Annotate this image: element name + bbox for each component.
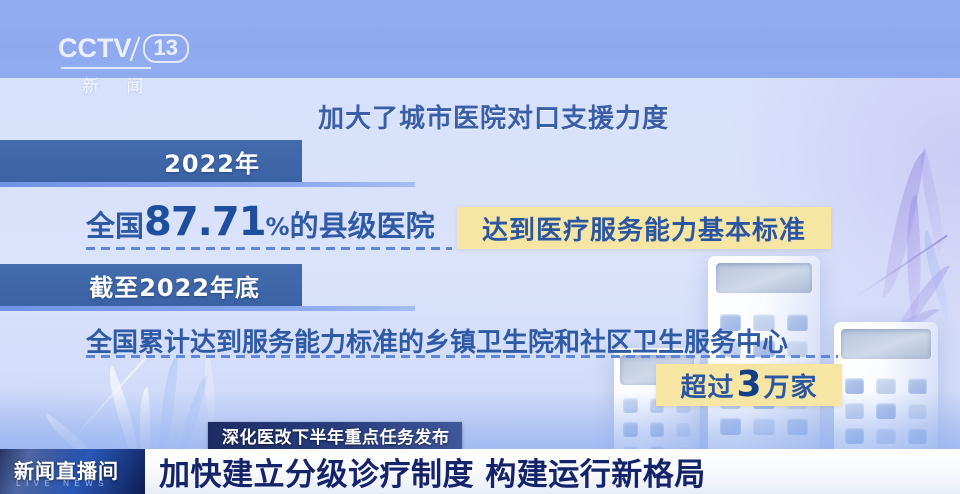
lower-third-main-bar: 新闻直播间 LIVE NEWS 加快建立分级诊疗制度 构建运行新格局 [0, 449, 960, 494]
highlight-chip-service-standard: 达到医疗服务能力基本标准 [457, 207, 831, 249]
cctv-underline [61, 67, 151, 69]
cctv-wordmark: CCTV [58, 33, 132, 63]
program-logo-en: LIVE NEWS [16, 479, 110, 488]
year-banner-end-2022: 截至2022年底 [0, 264, 302, 306]
lower-third-subtitle-banner: 深化医改下半年重点任务发布 [208, 422, 462, 449]
stat1-dashed-underline [86, 247, 452, 250]
lower-third-headline: 加快建立分级诊疗制度 构建运行新格局 [159, 457, 706, 493]
lower-third-subtitle-text: 深化医改下半年重点任务发布 [222, 428, 450, 448]
stat1-suffix: 的县级医院 [289, 208, 435, 243]
chip2-suffix: 万家 [763, 372, 818, 403]
year-banner-rule [0, 182, 415, 187]
highlight-chip-over-30k: 超过 3 万家 [656, 364, 842, 406]
program-logo: 新闻直播间 LIVE NEWS [0, 449, 145, 494]
chip2-number: 3 [736, 364, 762, 405]
stat-line-township-clinics: 全国累计达到服务能力标准的乡镇卫生院和社区卫生服务中心 [86, 328, 789, 358]
cctv-sublabel: 新 闻 [82, 77, 155, 97]
chip2-prefix: 超过 [680, 372, 735, 403]
cctv-channel-logo: CCTV 13 新 闻 [58, 33, 198, 97]
infographic-lede: 加大了城市医院对口支援力度 [318, 104, 670, 134]
highlight-chip-1-text: 达到医疗服务能力基本标准 [481, 215, 806, 246]
year-banner-label: 2022年 [164, 149, 260, 178]
year-banner-2-rule [0, 306, 415, 311]
stat2-dashed-underline [86, 355, 838, 358]
program-logo-cn: 新闻直播间 [14, 459, 119, 483]
year-banner-2-label: 截至2022年底 [89, 273, 260, 302]
cctv-channel-number: 13 [142, 34, 189, 63]
stat1-number: 87.71 [144, 199, 267, 245]
year-banner-2022: 2022年 [0, 140, 302, 182]
stat-line-county-hospitals: 全国 87.71 % 的县级医院 [86, 199, 435, 245]
stat1-percent-sign: % [265, 212, 290, 241]
stat1-prefix: 全国 [86, 208, 145, 243]
